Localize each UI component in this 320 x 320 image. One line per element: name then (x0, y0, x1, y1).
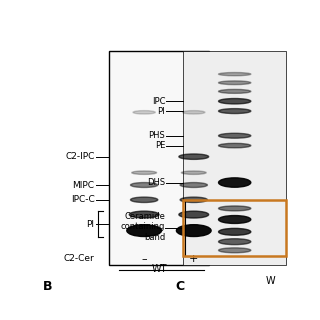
Text: C2-Cer: C2-Cer (64, 254, 94, 263)
Ellipse shape (219, 206, 251, 211)
Bar (183, 200, 285, 256)
Text: +: + (189, 254, 198, 264)
Text: PI: PI (86, 220, 95, 229)
Text: Ceramide
containing
band: Ceramide containing band (121, 212, 165, 242)
Text: W: W (266, 276, 275, 286)
Text: –: – (141, 254, 147, 264)
Text: B: B (43, 280, 52, 293)
Text: PHS: PHS (148, 131, 165, 140)
Ellipse shape (219, 248, 251, 253)
Text: WT: WT (151, 264, 167, 274)
Ellipse shape (219, 216, 251, 223)
Ellipse shape (131, 182, 158, 188)
Text: C: C (175, 280, 184, 293)
Ellipse shape (180, 182, 207, 188)
Ellipse shape (219, 143, 251, 148)
Text: IPC-C: IPC-C (71, 195, 95, 204)
Ellipse shape (219, 81, 251, 84)
Ellipse shape (179, 211, 209, 218)
Ellipse shape (219, 228, 251, 235)
Ellipse shape (176, 225, 211, 236)
Ellipse shape (131, 197, 158, 203)
Bar (183, 51, 285, 265)
Ellipse shape (219, 99, 251, 104)
Ellipse shape (179, 154, 209, 159)
Ellipse shape (219, 178, 251, 187)
Ellipse shape (219, 73, 251, 76)
Ellipse shape (127, 225, 162, 236)
Text: IPC: IPC (152, 97, 165, 106)
Ellipse shape (133, 111, 155, 114)
Bar (109, 51, 209, 265)
Ellipse shape (219, 239, 251, 244)
Ellipse shape (219, 133, 251, 138)
Text: C2-IPC: C2-IPC (65, 152, 95, 161)
Ellipse shape (183, 111, 205, 114)
Ellipse shape (219, 108, 251, 114)
Ellipse shape (219, 89, 251, 93)
Text: PI: PI (158, 107, 165, 116)
Text: MIPC: MIPC (73, 180, 95, 189)
Ellipse shape (181, 171, 206, 174)
Ellipse shape (132, 171, 156, 174)
Text: DHS: DHS (147, 178, 165, 187)
Ellipse shape (180, 197, 207, 203)
Ellipse shape (129, 211, 159, 218)
Text: PE: PE (155, 141, 165, 150)
